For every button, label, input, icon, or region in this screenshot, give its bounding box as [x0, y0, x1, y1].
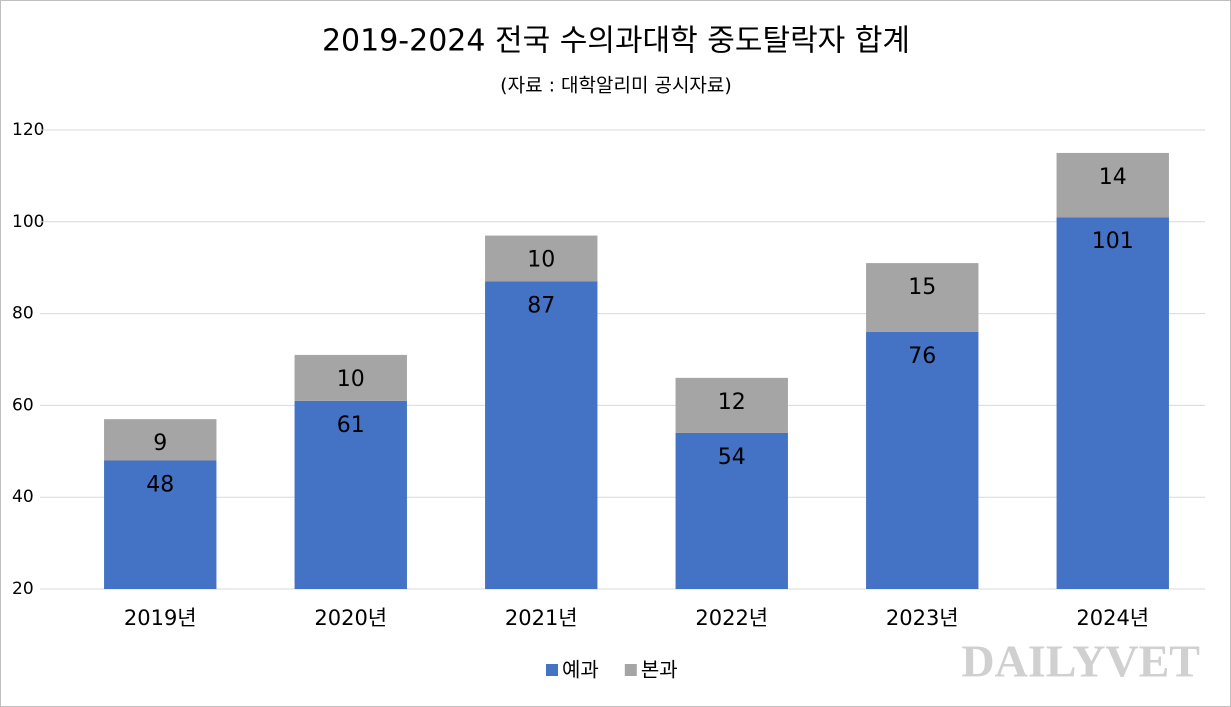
bar-segment [485, 235, 598, 282]
chart-subtitle: (자료 : 대학알리미 공시자료) [500, 75, 732, 97]
data-label: 76 [908, 344, 936, 369]
y-tick-label: 100 [12, 212, 44, 232]
x-tick-label: 2024년 [1076, 606, 1149, 630]
data-label: 87 [527, 293, 555, 318]
bar-segment [294, 400, 407, 589]
data-label: 48 [146, 472, 174, 497]
data-label: 54 [718, 445, 746, 470]
data-label: 9 [153, 431, 167, 456]
bar-segment [104, 419, 217, 461]
bar-segment [294, 354, 407, 401]
legend-label: 본과 [641, 658, 678, 682]
x-tick-label: 2021년 [505, 606, 578, 630]
y-tick-label: 60 [12, 395, 34, 415]
watermark: DAILYVET [961, 636, 1200, 687]
y-tick-label: 80 [12, 304, 34, 324]
x-tick-label: 2022년 [695, 606, 768, 630]
data-label: 61 [337, 413, 365, 438]
bar-segment [1056, 152, 1169, 218]
legend-swatch [546, 664, 558, 676]
bar-segment [866, 263, 979, 332]
data-label: 10 [337, 367, 365, 392]
data-label: 10 [527, 248, 555, 273]
data-label: 101 [1092, 229, 1134, 254]
bar-segment [1056, 217, 1169, 589]
bar-segment [866, 331, 979, 589]
legend-label: 예과 [562, 658, 599, 682]
data-label: 15 [908, 275, 936, 300]
legend-swatch [624, 664, 637, 676]
bar-segment [675, 432, 788, 589]
y-tick-label: 40 [12, 487, 34, 507]
bar-segment [104, 460, 217, 589]
x-tick-label: 2023년 [886, 606, 959, 630]
data-label: 14 [1099, 165, 1127, 190]
bar-segment [485, 281, 598, 589]
bar-segment [675, 377, 788, 433]
data-label: 12 [718, 390, 746, 415]
x-tick-label: 2020년 [314, 606, 387, 630]
y-tick-label: 120 [12, 120, 44, 140]
y-tick-label: 20 [12, 579, 34, 599]
chart-title: 2019-2024 전국 수의과대학 중도탈락자 합계 [322, 24, 910, 59]
x-tick-label: 2019년 [124, 606, 197, 630]
